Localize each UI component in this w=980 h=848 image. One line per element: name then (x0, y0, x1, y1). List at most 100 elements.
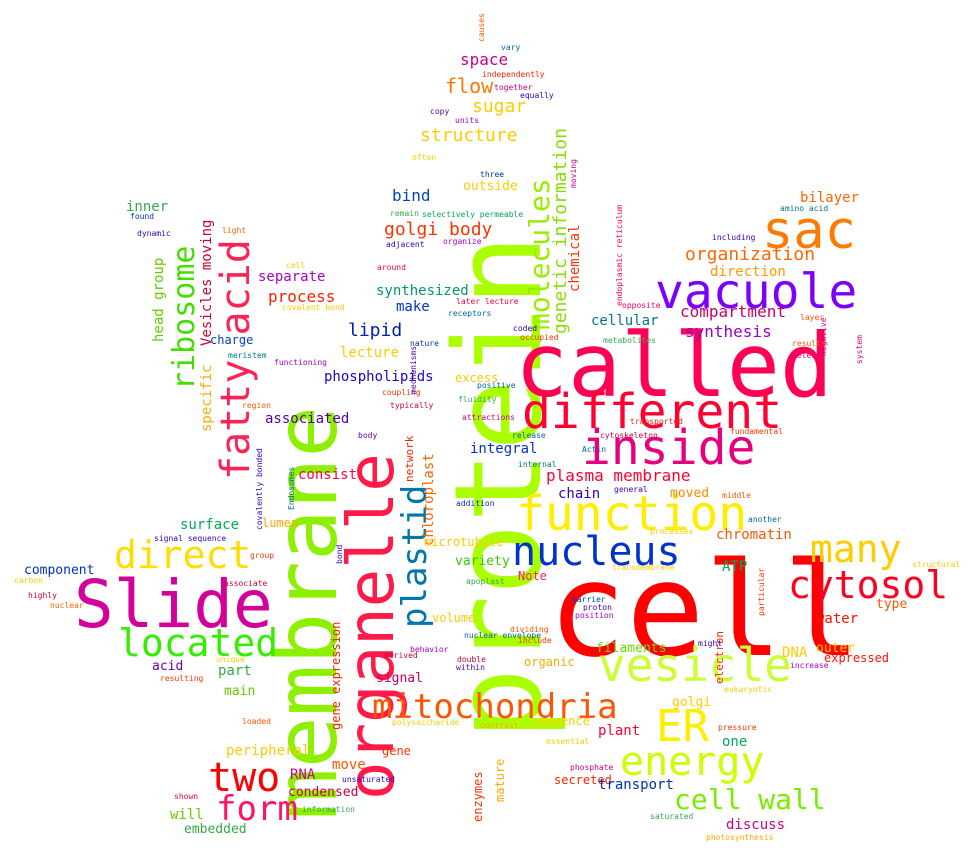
cloud-word: increase (790, 661, 829, 670)
cloud-word: excess (455, 371, 499, 385)
cloud-word: group (250, 551, 275, 560)
cloud-word: chain (558, 486, 601, 502)
cloud-word: direction (710, 264, 786, 280)
cloud-word: region (242, 401, 271, 410)
cloud-word: plant (598, 723, 641, 739)
cloud-word: DNA (782, 645, 808, 661)
cloud-word: double (457, 655, 486, 664)
cloud-word: chromatin (716, 527, 792, 543)
cloud-word: vesicle (598, 638, 792, 692)
cloud-word: acid (152, 659, 184, 674)
cloud-word: moving (569, 159, 578, 188)
cloud-word: internal (518, 460, 557, 469)
cloud-word: another (748, 515, 782, 524)
cloud-word: different (522, 384, 783, 440)
cloud-word: metabolites (603, 336, 656, 345)
cloud-word: specific (199, 364, 215, 432)
cloud-word: bilayer (800, 190, 860, 206)
cloud-word: plasma membrane (546, 466, 691, 485)
cloud-word: bond (335, 544, 344, 564)
cloud-word: cytoskeleton (600, 431, 658, 440)
cloud-word: release (512, 431, 546, 440)
cloud-word: RNA (290, 767, 316, 783)
cloud-word: ATP (722, 559, 748, 575)
cloud-word: ER (656, 701, 709, 752)
cloud-word: structural (912, 560, 961, 569)
cloud-word: receptors (448, 309, 492, 318)
cloud-word: essential (546, 737, 590, 746)
cloud-word: chloroplast (421, 453, 437, 546)
cloud-word: mitochondria (372, 687, 618, 727)
cloud-word: charge (210, 333, 254, 347)
cloud-word: processes (650, 527, 694, 536)
cloud-word: golgi body (384, 219, 493, 240)
cloud-word: inner (126, 199, 169, 215)
cloud-word: integral (470, 441, 538, 457)
cloud-word: selectively permeable (422, 210, 524, 219)
cloud-word: behavior (410, 645, 449, 654)
cloud-word: apoplast (466, 577, 505, 586)
cloud-word: opposite (622, 301, 661, 310)
cloud-word: lumen (262, 516, 299, 530)
cloud-word: addition (456, 499, 495, 508)
cloud-word: select (792, 351, 821, 360)
cloud-word: lecture (340, 345, 400, 361)
cloud-word: separate (258, 269, 326, 285)
cloud-word: mature (493, 758, 507, 802)
cloud-word: signal (376, 671, 423, 686)
cloud-word: part (218, 663, 252, 679)
cloud-word: causes (477, 13, 486, 42)
cloud-word: embedded (184, 822, 247, 837)
cloud-word: sac (762, 201, 856, 261)
cloud-word: contrast (480, 721, 519, 730)
cloud-word: highly (28, 591, 57, 600)
cloud-word: shown (174, 792, 199, 801)
cloud-word: consist (298, 467, 358, 483)
cloud-word: within (456, 663, 485, 672)
cloud-word: three (480, 170, 505, 179)
cloud-word: space (460, 50, 509, 69)
cloud-word: including (712, 233, 756, 242)
cloud-word: signal sequence (154, 534, 227, 543)
cloud-word: Endosomes (287, 466, 296, 510)
cloud-word: unsaturated (342, 775, 395, 784)
cloud-word: cell (286, 261, 306, 270)
cloud-word: results (792, 339, 826, 348)
cloud-word: covalent bond (282, 303, 345, 312)
cloud-word: coupling (382, 388, 421, 397)
cloud-word: Note (518, 569, 547, 583)
cloud-word: microtubule (424, 535, 504, 549)
cloud-word: expressed (824, 651, 890, 665)
cloud-word: volume (432, 611, 476, 625)
cloud-word: associated (265, 411, 350, 427)
cloud-word: body (358, 431, 378, 440)
cloud-word: variety (455, 554, 510, 569)
cloud-word: filaments (596, 641, 667, 656)
cloud-word: will (170, 807, 204, 823)
cloud-word: one (722, 734, 748, 750)
cloud-word: derived (384, 651, 418, 660)
cloud-word: vary (501, 43, 521, 52)
cloud-word: golgi (672, 695, 712, 710)
cloud-word: cellular (591, 313, 659, 329)
cloud-word: outer (816, 641, 856, 656)
cloud-word: attractions (462, 413, 515, 422)
cloud-word: phospholipids (324, 369, 434, 385)
cloud-word: peripheral (226, 743, 311, 759)
cloud-word: type (876, 597, 908, 612)
cloud-word: cell wall (674, 783, 826, 816)
cloud-word: transported (630, 417, 683, 426)
cloud-word: photosynthesis (706, 833, 774, 842)
cloud-word: eukaryotic (724, 685, 773, 694)
cloud-word: mechanisms (409, 345, 418, 394)
cloud-word: structure (420, 125, 518, 146)
cloud-word: form (216, 789, 298, 829)
cloud-word: covalently bonded (255, 448, 264, 530)
cloud-word: system (855, 335, 864, 364)
cloud-word: dividing (510, 625, 549, 634)
cloud-word: pressure (718, 723, 757, 732)
cloud-word: loaded (242, 717, 271, 726)
cloud-word: energy (620, 739, 765, 785)
cloud-word: transport (598, 777, 674, 793)
